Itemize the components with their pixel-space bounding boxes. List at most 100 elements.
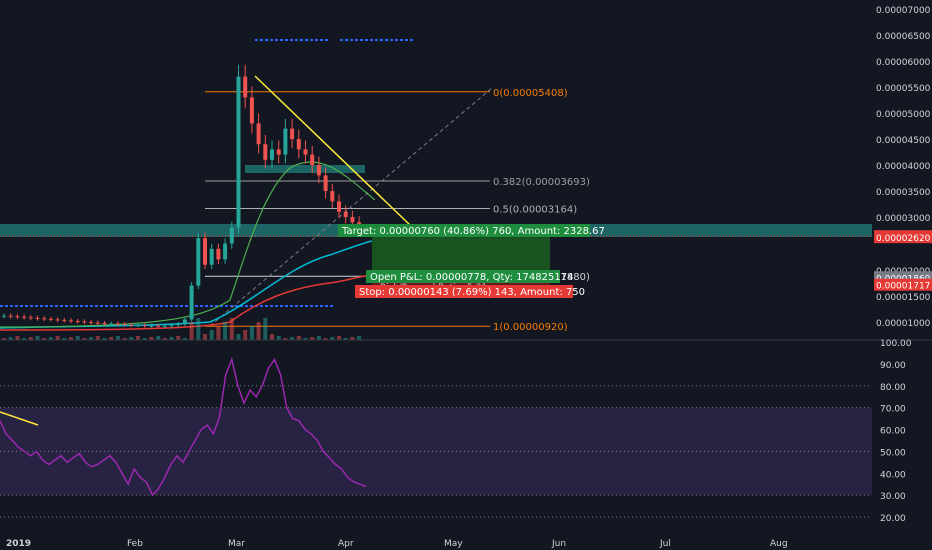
candle-body [149,325,154,327]
candle-body [283,128,288,155]
candle-body [15,316,20,318]
candle-body [270,149,274,160]
fib-level-label-4: 1(0.00000920) [493,322,568,333]
candle-body [122,324,127,326]
candle-body [229,227,234,244]
rsi-tick-label-4: 60.00 [880,427,906,437]
price-tag-3 [874,278,932,291]
volume-bar [142,338,147,340]
volume-bar [270,334,274,340]
candle-body [323,175,328,191]
rsi-tick-label-1: 90.00 [880,361,906,371]
candle-body [62,319,67,321]
volume-bar [42,338,47,340]
volume-bar [102,338,107,340]
candle-body [350,217,355,223]
candle-body [42,318,47,320]
price-tick-label-8: 0.00003000 [876,214,931,224]
candle-body [223,243,228,260]
rsi-panel[interactable] [0,356,872,518]
volume-bar [162,338,167,340]
fib-level-label-1: 0.382(0.00003693) [493,177,590,188]
candle-body [310,154,315,165]
volume-bar [357,336,362,340]
candle-body [8,315,13,317]
volume-bar [337,336,341,340]
price-tick-label-6: 0.00004000 [876,162,931,172]
volume-bar [263,318,268,340]
time-tick-label-3: Apr [338,539,354,549]
volume-bar [15,336,20,340]
volume-bar [115,336,120,340]
volume-bar [283,338,288,340]
price-tag-1 [874,231,932,244]
rsi-tick-label-8: 20.00 [880,514,906,524]
price-tick-label-7: 0.00003500 [876,188,931,198]
candle-body [115,323,120,325]
candle-body [249,97,254,124]
volume-bar [69,337,73,340]
candle-body [102,323,107,325]
candle-body [196,238,201,286]
candle-body [296,139,301,150]
candle-body [290,128,295,139]
candle-body [176,324,181,326]
volume-bar [229,318,234,340]
price-tick-label-1: 0.00006500 [876,32,931,42]
volume-bar [323,338,328,340]
candle-body [95,322,100,324]
candle-body [55,319,60,321]
volume-bar [236,334,241,340]
candle-body [216,248,221,260]
volume-bar [203,334,207,340]
open-pnl-box [366,270,560,283]
candle-body [48,318,53,320]
candle-body [337,201,341,212]
candle-body [82,321,87,323]
volume-bar [136,336,140,340]
candle-body [75,320,80,322]
price-axis[interactable]: 0.00007000 0.00006500 0.00006000 0.00005500… [874,6,932,524]
volume-bar [122,338,127,340]
candle-body [243,76,248,98]
volume-bar [55,336,60,340]
target-box [338,224,590,237]
time-tick-label-1: Feb [127,539,143,549]
volume-bar [176,336,181,340]
volume-bar [8,337,13,340]
ma-red [0,274,373,331]
price-tag-label-3: 0.00001717 [876,282,930,292]
volume-bar [82,338,87,340]
volume-bar [343,338,348,340]
volume-bar [149,337,154,340]
time-tick-label-2: Mar [228,539,245,549]
candle-body [203,238,207,265]
volume-bar [249,326,254,340]
volume-bar [156,336,161,340]
volume-bar [28,337,33,340]
candle-body [169,325,174,327]
candle-body [136,325,140,327]
time-axis[interactable]: 2019 Feb Mar Apr May Jun Jul Aug [0,535,932,550]
candle-body [263,144,268,160]
time-tick-label-0: 2019 [6,539,31,549]
volume-bar [89,337,94,340]
price-tick-label-3: 0.00005500 [876,84,931,94]
stop-label: Stop: 0.00000143 (7.69%) 143, Amount: 75… [359,287,585,298]
time-tick-label-6: Jul [659,539,671,549]
volume-bar [243,330,248,340]
main-price-panel[interactable]: 0(0.00005408) 0.382(0.00003693) 0.5(0.0000… [0,39,872,340]
candle-body [35,317,40,319]
candle-body [129,324,134,326]
fib-level-label-2: 0.5(0.00003164) [493,204,577,215]
volume-bar [95,336,100,340]
volume-bar [310,337,315,340]
candle-body [330,191,335,202]
price-tick-label-0: 0.00007000 [876,6,931,16]
candle-body [209,248,214,265]
open-pnl-label: Open P&L: 0.00000778, Qty: 174825174 [370,272,573,283]
volume-bar [223,322,228,340]
volume-bar [350,337,355,340]
volume-bar [256,322,261,340]
rsi-tick-label-5: 50.00 [880,448,906,458]
